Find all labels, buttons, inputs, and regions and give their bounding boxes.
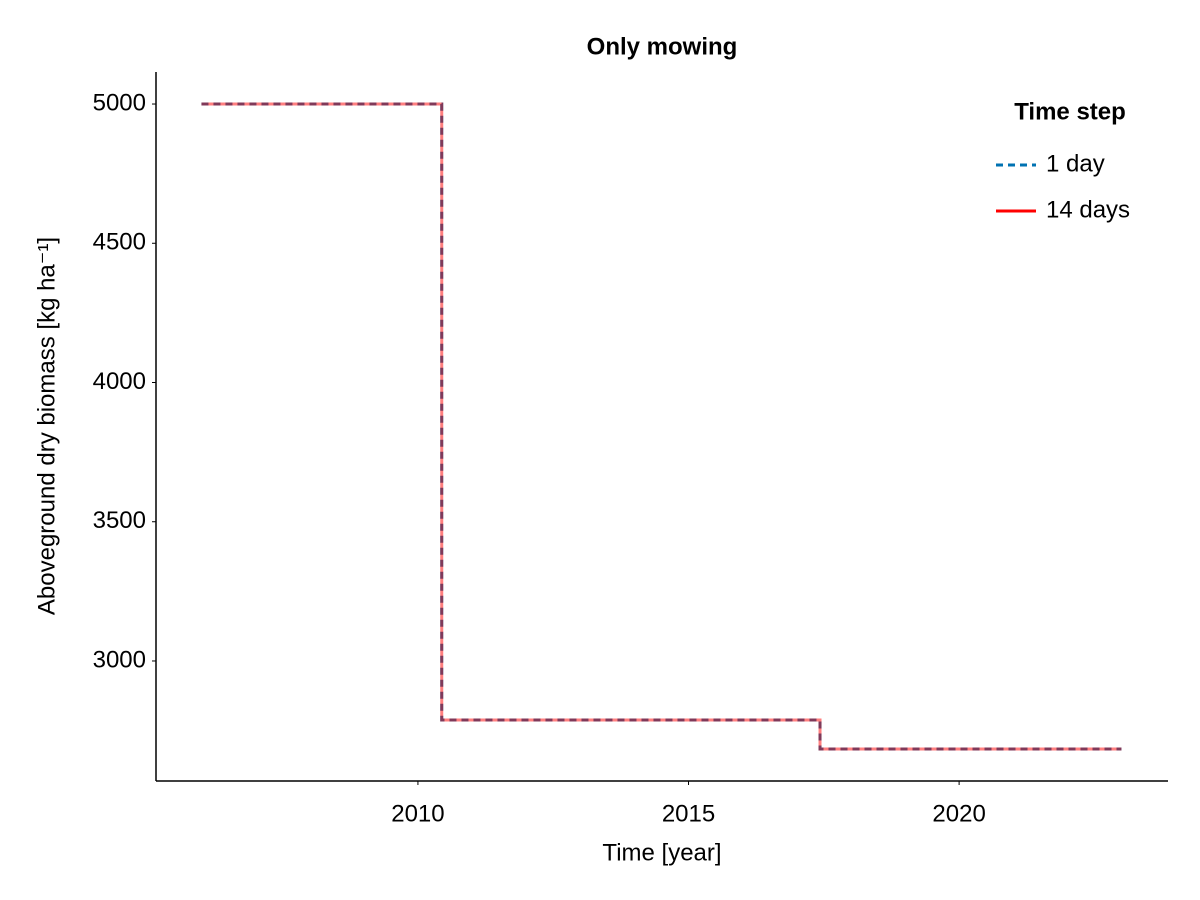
x-axis-label: Time [year] bbox=[602, 839, 721, 866]
y-tick-label: 3500 bbox=[93, 507, 146, 534]
y-tick-label: 4000 bbox=[93, 368, 146, 395]
y-tick-label: 4500 bbox=[93, 229, 146, 256]
legend-title: Time step bbox=[1014, 98, 1126, 125]
x-tick-label: 2020 bbox=[932, 800, 985, 827]
x-tick-label: 2010 bbox=[391, 800, 444, 827]
series-line bbox=[201, 102, 1122, 751]
chart-title: Only mowing bbox=[587, 33, 738, 60]
y-axis-label: Aboveground dry biomass [kg ha⁻¹] bbox=[33, 237, 60, 615]
y-tick-label: 3000 bbox=[93, 646, 146, 673]
x-tick-label: 2015 bbox=[662, 800, 715, 827]
y-tick-label: 5000 bbox=[93, 89, 146, 116]
legend-label: 1 day bbox=[1046, 150, 1105, 177]
series-line bbox=[201, 102, 1122, 751]
legend-label: 14 days bbox=[1046, 196, 1130, 223]
